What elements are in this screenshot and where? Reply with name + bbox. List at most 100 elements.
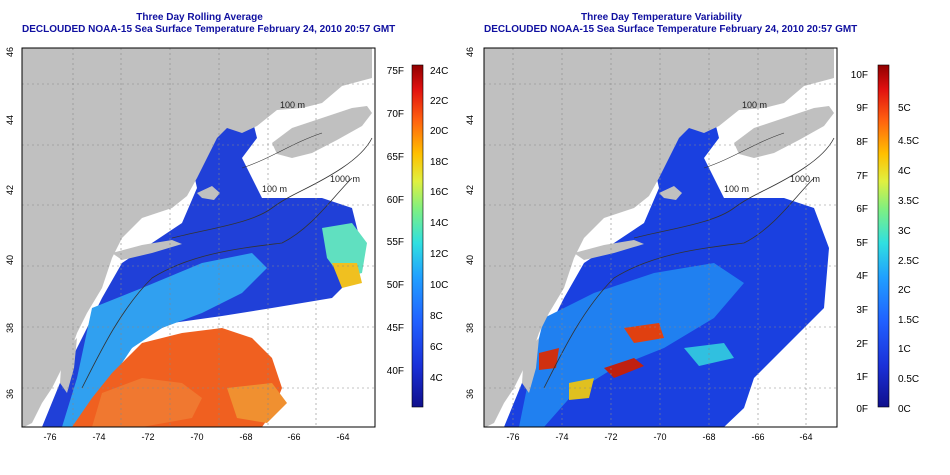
left-colorbar-c-labels: 24C 22C 20C 18C 16C 14C 12C 10C 8C 6C 4C [430, 66, 448, 384]
left-colorbar-c: 20C [430, 126, 448, 137]
right-colorbar-c: 2C [898, 285, 911, 296]
right-x-tick: -76 [506, 432, 519, 442]
left-sst-warm-core [92, 378, 202, 427]
left-title-line1: Three Day Rolling Average [136, 12, 263, 23]
left-contour-label-1: 100 m [280, 100, 305, 110]
left-colorbar-f: 75F [387, 66, 404, 77]
left-x-tick: -66 [287, 432, 300, 442]
left-sst-sw-patch [227, 383, 287, 423]
left-colorbar-c: 6C [430, 342, 443, 353]
left-colorbar-f-labels: 75F 70F 65F 60F 55F 50F 45F 40F [387, 66, 404, 377]
right-colorbar-f: 5F [856, 238, 868, 249]
left-colorbar-f: 60F [387, 195, 404, 206]
right-var-hot-3 [539, 348, 559, 370]
left-map [22, 48, 375, 427]
right-contour-label-1: 100 m [742, 100, 767, 110]
right-title-line2: DECLOUDED NOAA-15 Sea Surface Temperatur… [484, 24, 858, 35]
left-colorbar-f: 65F [387, 152, 404, 163]
left-x-axis: -76 -74 -72 -70 -68 -66 -64 [43, 432, 349, 442]
right-colorbar-c: 1.5C [898, 315, 919, 326]
right-x-tick: -74 [555, 432, 568, 442]
right-x-tick: -68 [702, 432, 715, 442]
right-colorbar-f: 0F [856, 404, 868, 415]
left-colorbar-c: 14C [430, 218, 448, 229]
right-x-tick: -72 [604, 432, 617, 442]
right-colorbar-f: 2F [856, 339, 868, 350]
left-colorbar-f: 55F [387, 237, 404, 248]
left-colorbar-f: 50F [387, 280, 404, 291]
left-colorbar-f: 45F [387, 323, 404, 334]
right-title-line1: Three Day Temperature Variability [581, 12, 742, 23]
left-x-tick: -76 [43, 432, 56, 442]
left-colorbar [411, 64, 424, 408]
right-colorbar-f: 1F [856, 372, 868, 383]
right-colorbar-f: 10F [851, 70, 868, 81]
left-colorbar-c: 16C [430, 187, 448, 198]
right-x-tick: -70 [653, 432, 666, 442]
right-var-hot-2 [624, 323, 664, 343]
right-title: Three Day Temperature Variability DECLOU… [484, 12, 858, 36]
right-contour-label-2: 100 m [724, 184, 749, 194]
right-colorbar-c: 2.5C [898, 256, 919, 267]
right-colorbar-c: 4.5C [898, 136, 919, 147]
right-y-tick: 42 [465, 185, 475, 195]
right-colorbar-c: 3.5C [898, 196, 919, 207]
left-colorbar-c: 22C [430, 96, 448, 107]
left-sst-slope [62, 253, 267, 427]
right-y-tick: 36 [465, 389, 475, 399]
right-colorbar-c: 3C [898, 226, 911, 237]
left-x-tick: -68 [239, 432, 252, 442]
left-colorbar-c: 4C [430, 373, 443, 384]
right-var-hot-4 [569, 378, 594, 400]
right-y-tick: 38 [465, 323, 475, 333]
right-colorbar-f-labels: 10F 9F 8F 7F 6F 5F 4F 3F 2F 1F 0F [851, 70, 868, 415]
left-y-axis: 36 38 40 42 44 46 [5, 47, 15, 399]
left-x-tick: -74 [92, 432, 105, 442]
left-sst-yellow-patch [332, 263, 362, 288]
left-colorbar-f: 40F [387, 366, 404, 377]
left-colorbar-c: 12C [430, 249, 448, 260]
left-map-frame [21, 47, 376, 428]
right-colorbar-c: 4C [898, 166, 911, 177]
right-x-tick: -66 [751, 432, 764, 442]
right-colorbar-c: 0C [898, 404, 911, 415]
right-colorbar-f: 6F [856, 204, 868, 215]
left-y-tick: 44 [5, 115, 15, 125]
left-y-tick: 46 [5, 47, 15, 57]
right-colorbar-c-labels: 5C 4.5C 4C 3.5C 3C 2.5C 2C 1.5C 1C 0.5C … [898, 103, 919, 415]
right-colorbar-f: 7F [856, 171, 868, 182]
left-colorbar-c: 24C [430, 66, 448, 77]
left-y-tick: 38 [5, 323, 15, 333]
left-title-line2: DECLOUDED NOAA-15 Sea Surface Temperatur… [22, 24, 396, 35]
left-x-tick: -70 [190, 432, 203, 442]
right-y-tick: 44 [465, 115, 475, 125]
right-x-axis: -76 -74 -72 -70 -68 -66 -64 [506, 432, 812, 442]
left-title: Three Day Rolling Average DECLOUDED NOAA… [22, 12, 396, 36]
left-colorbar-c: 10C [430, 280, 448, 291]
right-colorbar-f: 9F [856, 103, 868, 114]
left-contour-label-3: 1000 m [330, 174, 360, 184]
right-y-axis: 36 38 40 42 44 46 [465, 47, 475, 399]
right-colorbar-f: 4F [856, 271, 868, 282]
right-var-hot-1 [604, 358, 644, 378]
left-colorbar-f: 70F [387, 109, 404, 120]
right-y-tick: 46 [465, 47, 475, 57]
left-colorbar-c: 8C [430, 311, 443, 322]
left-contour-label-2: 100 m [262, 184, 287, 194]
right-colorbar-c: 0.5C [898, 374, 919, 385]
right-colorbar [877, 64, 890, 408]
right-x-tick: -64 [799, 432, 812, 442]
left-y-tick: 42 [5, 185, 15, 195]
right-contour-label-3: 1000 m [790, 174, 820, 184]
left-contour-100m [171, 137, 373, 239]
left-colorbar-c: 18C [430, 157, 448, 168]
left-x-tick: -64 [336, 432, 349, 442]
right-colorbar-c: 1C [898, 344, 911, 355]
left-x-tick: -72 [141, 432, 154, 442]
right-colorbar-c: 5C [898, 103, 911, 114]
right-map-frame [483, 47, 838, 428]
left-y-tick: 36 [5, 389, 15, 399]
right-colorbar-f: 3F [856, 305, 868, 316]
right-map [484, 48, 837, 427]
